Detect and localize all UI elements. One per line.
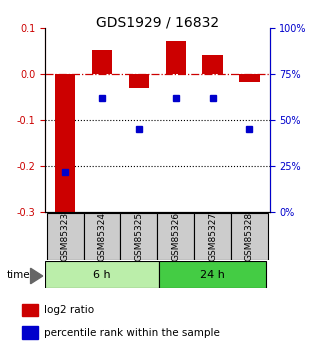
Bar bbox=[22, 326, 39, 339]
Text: GSM85324: GSM85324 bbox=[98, 212, 107, 261]
Bar bbox=[159, 261, 266, 288]
Bar bbox=[129, 74, 149, 88]
Polygon shape bbox=[30, 268, 43, 284]
Text: GSM85323: GSM85323 bbox=[61, 212, 70, 261]
Text: GSM85326: GSM85326 bbox=[171, 212, 180, 261]
Bar bbox=[22, 304, 39, 316]
Text: 6 h: 6 h bbox=[93, 270, 111, 279]
Bar bbox=[157, 213, 194, 260]
Bar bbox=[55, 74, 75, 215]
Bar bbox=[83, 213, 120, 260]
Text: percentile rank within the sample: percentile rank within the sample bbox=[44, 327, 220, 337]
Bar bbox=[231, 213, 268, 260]
Bar bbox=[203, 55, 223, 74]
Text: log2 ratio: log2 ratio bbox=[44, 305, 94, 315]
Bar bbox=[47, 213, 83, 260]
Bar bbox=[239, 74, 259, 82]
Bar bbox=[166, 41, 186, 74]
Bar bbox=[120, 213, 157, 260]
Bar bbox=[92, 50, 112, 74]
Text: GSM85325: GSM85325 bbox=[134, 212, 143, 261]
Text: GSM85328: GSM85328 bbox=[245, 212, 254, 261]
Bar bbox=[194, 213, 231, 260]
Bar bbox=[45, 261, 159, 288]
Text: 24 h: 24 h bbox=[200, 270, 225, 279]
Text: GDS1929 / 16832: GDS1929 / 16832 bbox=[96, 16, 219, 30]
Text: time: time bbox=[6, 270, 30, 280]
Text: GSM85327: GSM85327 bbox=[208, 212, 217, 261]
